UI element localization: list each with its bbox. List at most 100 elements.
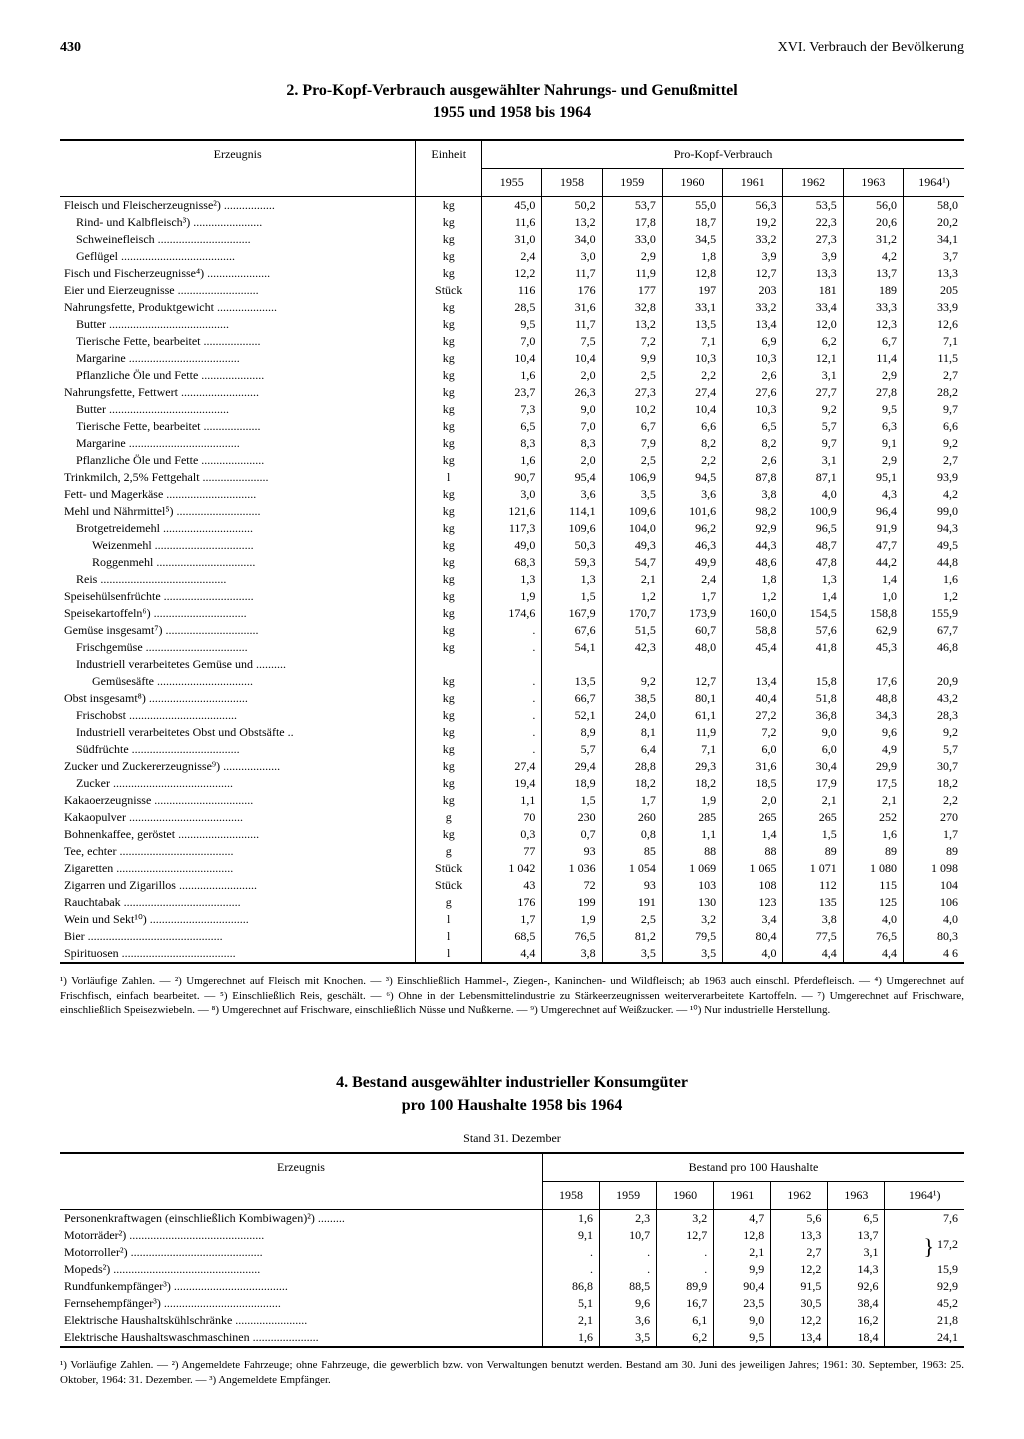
- cell: 45,0: [482, 196, 542, 214]
- cell: 12,7: [723, 265, 783, 282]
- year-1963: 1963: [843, 168, 903, 196]
- table2-title: 4. Bestand ausgewählter industrieller Ko…: [60, 1072, 964, 1117]
- cell: 18,9: [542, 775, 602, 792]
- cell: .: [482, 622, 542, 639]
- table-row: Personenkraftwagen (einschließlich Kombi…: [60, 1210, 964, 1228]
- cell: 1,6: [903, 571, 964, 588]
- cell: 12,3: [843, 316, 903, 333]
- row-label: Geflügel ...............................…: [60, 248, 416, 265]
- row-unit: l: [416, 928, 482, 945]
- cell: 9,0: [783, 724, 843, 741]
- cell: 121,6: [482, 503, 542, 520]
- cell: 45,2: [885, 1295, 964, 1312]
- row-unit: kg: [416, 605, 482, 622]
- cell: 10,3: [723, 350, 783, 367]
- cell: 1 098: [903, 860, 964, 877]
- cell: 1,1: [662, 826, 722, 843]
- cell: 4,4: [482, 945, 542, 963]
- cell: 53,7: [602, 196, 662, 214]
- cell: 2,5: [602, 452, 662, 469]
- cell: 130: [662, 894, 722, 911]
- cell: 1,5: [783, 826, 843, 843]
- cell: 5,7: [783, 418, 843, 435]
- cell: 92,6: [828, 1278, 885, 1295]
- cell: 1,0: [843, 588, 903, 605]
- cell: 12,8: [662, 265, 722, 282]
- cell: 36,8: [783, 707, 843, 724]
- table-row: Butter .................................…: [60, 316, 964, 333]
- row-label: Butter .................................…: [60, 316, 416, 333]
- cell: .: [482, 690, 542, 707]
- cell: 0,7: [542, 826, 602, 843]
- row-label: Motorroller²) ..........................…: [60, 1244, 542, 1261]
- row-label: Zucker .................................…: [60, 775, 416, 792]
- table-row: Industriell verarbeitetes Gemüse und ...…: [60, 656, 964, 673]
- cell: 20,6: [843, 214, 903, 231]
- table-row: Industriell verarbeitetes Obst und Obsts…: [60, 724, 964, 741]
- row-unit: kg: [416, 707, 482, 724]
- row-unit: l: [416, 469, 482, 486]
- table-row: Fleisch und Fleischerzeugnisse²) .......…: [60, 196, 964, 214]
- cell: 3,2: [662, 911, 722, 928]
- year-1964¹): 1964¹): [903, 168, 964, 196]
- cell: 123: [723, 894, 783, 911]
- cell: 91,5: [771, 1278, 828, 1295]
- cell: 135: [783, 894, 843, 911]
- row-label: Kakaoerzeugnisse .......................…: [60, 792, 416, 809]
- cell: 9,2: [783, 401, 843, 418]
- year-1964¹): 1964¹): [885, 1182, 964, 1210]
- cell: 4,0: [903, 911, 964, 928]
- cell: 9,5: [714, 1329, 771, 1347]
- cell: 27,2: [723, 707, 783, 724]
- row-label: Rundfunkempfänger³) ....................…: [60, 1278, 542, 1295]
- row-unit: kg: [416, 503, 482, 520]
- cell: 89: [783, 843, 843, 860]
- cell: 80,4: [723, 928, 783, 945]
- cell: 3,4: [723, 911, 783, 928]
- cell: 1,3: [482, 571, 542, 588]
- cell: 31,0: [482, 231, 542, 248]
- table-row: Schweinefleisch ........................…: [60, 231, 964, 248]
- cell: 9,6: [600, 1295, 657, 1312]
- row-unit: l: [416, 945, 482, 963]
- year-1959: 1959: [600, 1182, 657, 1210]
- row-unit: kg: [416, 231, 482, 248]
- row-label: Nahrungsfette, Produktgewicht ..........…: [60, 299, 416, 316]
- row-label: Rind- und Kalbfleisch³) ................…: [60, 214, 416, 231]
- cell: 1 036: [542, 860, 602, 877]
- cell: 44,3: [723, 537, 783, 554]
- page-number: 430: [60, 40, 81, 56]
- table-row: Spirituosen ............................…: [60, 945, 964, 963]
- cell: 27,8: [843, 384, 903, 401]
- cell: .: [482, 707, 542, 724]
- row-label: Mehl und Nährmittel⁵) ..................…: [60, 503, 416, 520]
- cell: 101,6: [662, 503, 722, 520]
- cell: 49,9: [662, 554, 722, 571]
- cell: 2,0: [542, 452, 602, 469]
- cell: 167,9: [542, 605, 602, 622]
- cell: 5,6: [771, 1210, 828, 1228]
- cell: 88: [723, 843, 783, 860]
- table-row: Fisch und Fischerzeugnisse⁴) ...........…: [60, 265, 964, 282]
- cell: 7,9: [602, 435, 662, 452]
- cell: 48,7: [783, 537, 843, 554]
- row-label: Motorräder²) ...........................…: [60, 1227, 542, 1244]
- cell: 1 071: [783, 860, 843, 877]
- row-label: Spirituosen ............................…: [60, 945, 416, 963]
- row-unit: kg: [416, 214, 482, 231]
- cell: 46,3: [662, 537, 722, 554]
- cell: 158,8: [843, 605, 903, 622]
- cell: 17,6: [843, 673, 903, 690]
- row-unit: g: [416, 843, 482, 860]
- cell: 260: [602, 809, 662, 826]
- cell: 56,3: [723, 196, 783, 214]
- cell: 68,5: [482, 928, 542, 945]
- row-label: Zucker und Zuckererzeugnisse⁹) .........…: [60, 758, 416, 775]
- cell: 18,2: [903, 775, 964, 792]
- cell: 96,2: [662, 520, 722, 537]
- row-unit: kg: [416, 299, 482, 316]
- cell: 11,4: [843, 350, 903, 367]
- col-unit: Einheit: [416, 140, 482, 197]
- cell: 3,2: [657, 1210, 714, 1228]
- row-unit: kg: [416, 690, 482, 707]
